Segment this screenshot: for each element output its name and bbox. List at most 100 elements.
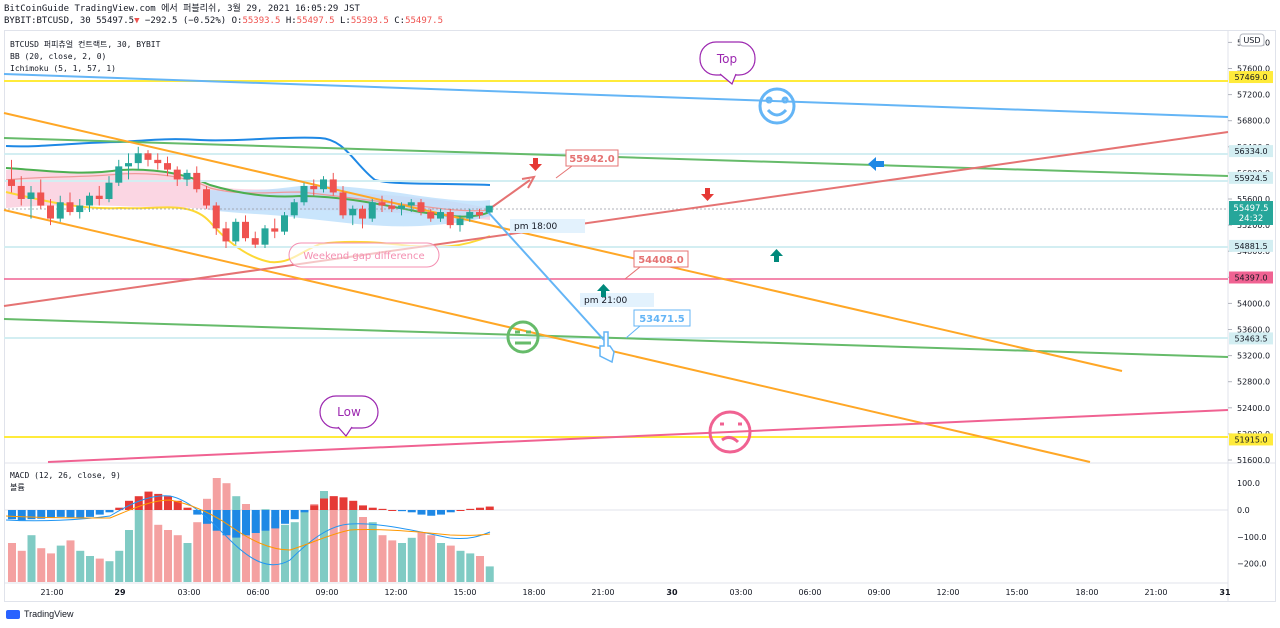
callout-54408-box [633,250,689,268]
volume-bar [37,548,46,582]
time-tick-label: 12:00 [384,588,407,597]
price-level-label: 54397.0 [1234,273,1267,282]
macd-bar [446,510,455,513]
volume-bar [378,535,387,582]
candle-body[interactable] [8,179,15,186]
macd-bar [222,510,231,536]
candle-body[interactable] [27,192,35,199]
volume-bar [154,524,163,582]
trendline-orange-upper [3,112,1123,372]
candle-body[interactable] [427,212,435,219]
candle-body[interactable] [251,238,259,245]
candle-body[interactable] [232,221,240,242]
callout-53471-box [633,309,691,327]
candle-body[interactable] [368,202,376,219]
price-level-label: 53463.5 [1234,334,1267,343]
candle-body[interactable] [86,195,93,206]
time-tick-label: 30 [666,588,678,597]
top-label: Top [716,52,737,66]
legend-macd[interactable]: MACD (12, 26, close, 9) [10,471,121,480]
candle-body[interactable] [66,202,74,213]
candle-body[interactable] [76,205,84,213]
footer-brand[interactable]: TradingView [6,609,74,619]
price-level-badge [1229,433,1273,446]
candle-body[interactable] [154,159,162,164]
legend-title[interactable]: BTCUSD 퍼피츄얼 컨트랙트, 30, BYBIT [10,40,161,49]
price-level-label: 57469.0 [1234,73,1267,82]
macd-bar [232,510,241,538]
candle-body[interactable] [261,228,269,245]
candle-body[interactable] [485,205,493,213]
candle-body[interactable] [349,208,357,216]
candle-body[interactable] [300,185,308,203]
legend-volume[interactable]: 볼륨 [10,483,25,492]
time-tick-label: 09:00 [315,588,338,597]
macd-bar [427,510,436,516]
candle-body[interactable] [193,172,201,190]
candle-body[interactable] [242,221,249,239]
candle-body[interactable] [359,208,366,219]
callout-53471: 53471.5 [639,314,685,325]
candle-body[interactable] [329,179,337,193]
pointing-hand-icon [599,331,615,364]
volume-bar [368,522,377,582]
red-down-arrow-icon-2 [701,188,714,201]
candle-body[interactable] [281,215,288,232]
trendline-green-lower [3,318,1229,358]
candle-body[interactable] [134,153,142,164]
candle-body[interactable] [456,218,464,226]
candle-body[interactable] [144,153,152,160]
macd-bar [27,510,36,520]
price-level-badge [1229,71,1273,84]
candle-body[interactable] [417,202,425,213]
candle-body[interactable] [125,163,132,167]
volume-bar [349,504,358,582]
candle-body[interactable] [17,185,25,199]
candle-body[interactable] [290,202,298,216]
candle-body[interactable] [271,228,279,232]
price-level-badge [1229,271,1273,284]
candle-body[interactable] [378,202,386,206]
candle-body[interactable] [222,228,230,242]
candle-body[interactable] [407,202,415,206]
pm18-box [510,219,585,233]
legend-ichimoku[interactable]: Ichimoku (5, 1, 57, 1) [10,64,116,73]
candle-body[interactable] [47,205,54,219]
price-tick-label: 57200.0 [1237,91,1270,100]
candle-body[interactable] [437,212,444,219]
candle-body[interactable] [203,189,210,206]
chart-header-ohlc: BYBIT:BTCUSD, 30 55497.5▼ −292.5 (−0.52%… [4,16,443,27]
pm21-label: pm 21:00 [584,296,628,306]
volume-bar [476,556,484,582]
candle-body[interactable] [310,185,318,190]
candle-body[interactable] [173,169,181,180]
candle-body[interactable] [339,192,347,216]
macd-bar [47,510,55,519]
candle-body[interactable] [466,212,474,219]
candle-body[interactable] [398,205,405,209]
candle-body[interactable] [37,192,45,206]
candle-body[interactable] [105,182,113,199]
candle-body[interactable] [212,205,220,229]
candle-body[interactable] [115,166,123,183]
volume-bar [310,504,319,582]
current-price-badge [1229,201,1273,225]
volume-bar [66,540,75,582]
trendline-red [3,131,1229,307]
candle-body[interactable] [164,163,171,170]
legend-bb[interactable]: BB (20, close, 2, 0) [10,52,107,61]
candle-body[interactable] [476,212,483,216]
macd-bar [349,500,358,510]
candle-body[interactable] [95,195,103,199]
candle-body[interactable] [56,202,64,219]
price-tick-label: 52800.0 [1237,378,1270,387]
candle-body[interactable] [320,179,327,190]
candle-body[interactable] [388,205,396,209]
brand-name: TradingView [24,609,74,619]
volume-bar [203,498,211,582]
candle-body[interactable] [446,212,454,226]
candle-body[interactable] [183,172,191,180]
chart-frame[interactable] [4,30,1276,602]
green-up-arrow-icon-1 [597,284,610,297]
